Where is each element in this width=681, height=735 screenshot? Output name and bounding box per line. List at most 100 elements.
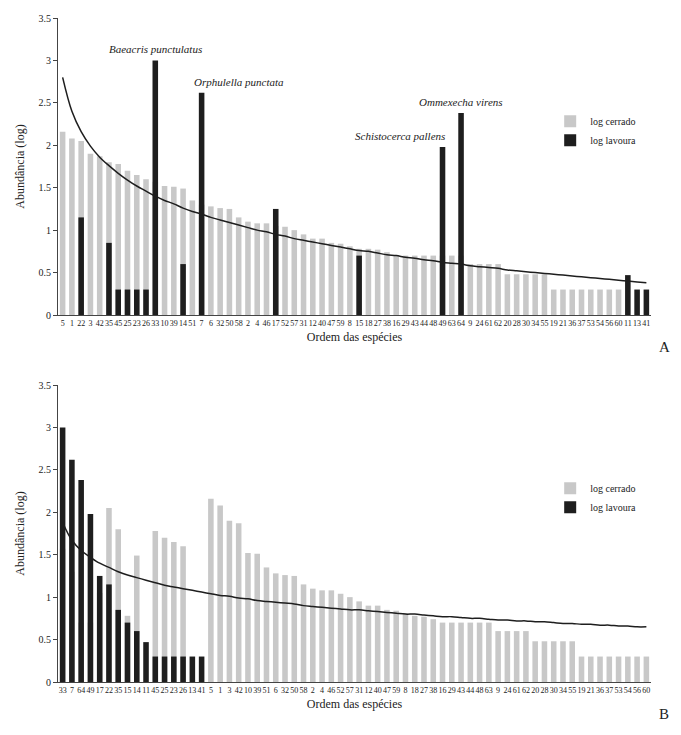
svg-text:Orphulella punctata: Orphulella punctata xyxy=(194,76,284,88)
svg-text:17: 17 xyxy=(272,319,280,328)
svg-text:9: 9 xyxy=(468,319,472,328)
svg-text:8: 8 xyxy=(348,319,352,328)
svg-text:35: 35 xyxy=(114,686,122,695)
svg-text:29: 29 xyxy=(448,686,456,695)
svg-text:52: 52 xyxy=(337,686,345,695)
svg-text:10: 10 xyxy=(161,319,169,328)
svg-text:0.5: 0.5 xyxy=(39,267,52,278)
svg-text:6: 6 xyxy=(209,319,213,328)
svg-text:A: A xyxy=(659,339,670,355)
svg-text:1: 1 xyxy=(46,225,51,236)
svg-text:12: 12 xyxy=(364,686,372,695)
svg-text:11: 11 xyxy=(142,686,150,695)
svg-text:log cerrado: log cerrado xyxy=(590,483,635,494)
svg-text:B: B xyxy=(659,706,669,722)
svg-text:1.5: 1.5 xyxy=(39,182,52,193)
svg-text:Ordem das espécies: Ordem das espécies xyxy=(307,697,403,711)
svg-text:1: 1 xyxy=(46,592,51,603)
svg-text:50: 50 xyxy=(290,686,298,695)
svg-text:15: 15 xyxy=(355,319,363,328)
svg-text:13: 13 xyxy=(188,686,196,695)
svg-text:32: 32 xyxy=(281,686,289,695)
svg-text:15: 15 xyxy=(123,686,131,695)
svg-text:59: 59 xyxy=(337,319,345,328)
svg-text:28: 28 xyxy=(540,686,548,695)
svg-text:46: 46 xyxy=(327,686,335,695)
svg-text:21: 21 xyxy=(559,319,567,328)
svg-text:3: 3 xyxy=(46,55,51,66)
svg-text:30: 30 xyxy=(522,319,530,328)
svg-text:16: 16 xyxy=(439,686,447,695)
svg-text:4: 4 xyxy=(255,319,259,328)
svg-text:61: 61 xyxy=(485,319,493,328)
svg-text:19: 19 xyxy=(550,319,558,328)
svg-text:54: 54 xyxy=(624,686,632,695)
svg-text:58: 58 xyxy=(235,319,243,328)
svg-text:17: 17 xyxy=(96,686,104,695)
svg-text:40: 40 xyxy=(374,686,382,695)
svg-text:Baeacris punctulatus: Baeacris punctulatus xyxy=(109,43,202,55)
svg-text:5: 5 xyxy=(61,319,65,328)
svg-text:18: 18 xyxy=(364,319,372,328)
svg-text:33: 33 xyxy=(59,686,67,695)
svg-text:31: 31 xyxy=(355,686,363,695)
svg-text:Ommexecha virens: Ommexecha virens xyxy=(419,96,503,108)
svg-text:54: 54 xyxy=(596,319,604,328)
svg-text:62: 62 xyxy=(522,686,530,695)
svg-text:47: 47 xyxy=(327,319,335,328)
svg-text:0.5: 0.5 xyxy=(39,634,52,645)
svg-text:5: 5 xyxy=(209,686,213,695)
svg-text:33: 33 xyxy=(151,319,159,328)
svg-text:34: 34 xyxy=(559,686,567,695)
svg-text:34: 34 xyxy=(531,319,539,328)
svg-text:2: 2 xyxy=(311,686,315,695)
svg-text:21: 21 xyxy=(587,686,595,695)
svg-text:23: 23 xyxy=(170,686,178,695)
svg-text:30: 30 xyxy=(550,686,558,695)
svg-text:Ordem das espécies: Ordem das espécies xyxy=(307,330,403,344)
svg-text:52: 52 xyxy=(281,319,289,328)
svg-text:3.5: 3.5 xyxy=(39,380,52,391)
svg-text:38: 38 xyxy=(429,686,437,695)
svg-text:60: 60 xyxy=(642,686,650,695)
svg-text:60: 60 xyxy=(615,319,623,328)
svg-text:4: 4 xyxy=(320,686,324,695)
svg-text:1: 1 xyxy=(218,686,222,695)
svg-text:8: 8 xyxy=(403,686,407,695)
svg-text:16: 16 xyxy=(392,319,400,328)
svg-text:47: 47 xyxy=(383,686,391,695)
svg-text:2: 2 xyxy=(46,140,51,151)
svg-text:63: 63 xyxy=(448,319,456,328)
svg-text:41: 41 xyxy=(198,686,206,695)
svg-text:61: 61 xyxy=(513,686,521,695)
svg-text:63: 63 xyxy=(485,686,493,695)
svg-text:27: 27 xyxy=(374,319,382,328)
svg-text:20: 20 xyxy=(531,686,539,695)
svg-text:57: 57 xyxy=(346,686,354,695)
svg-text:51: 51 xyxy=(188,319,196,328)
svg-text:56: 56 xyxy=(633,686,641,695)
svg-text:Abundância (log): Abundância (log) xyxy=(13,491,27,575)
svg-text:14: 14 xyxy=(133,686,141,695)
svg-text:38: 38 xyxy=(383,319,391,328)
svg-text:42: 42 xyxy=(96,319,104,328)
svg-text:19: 19 xyxy=(578,686,586,695)
svg-text:62: 62 xyxy=(494,319,502,328)
svg-text:27: 27 xyxy=(420,686,428,695)
svg-text:26: 26 xyxy=(179,686,187,695)
svg-text:1.5: 1.5 xyxy=(39,549,52,560)
svg-text:12: 12 xyxy=(309,319,317,328)
svg-text:22: 22 xyxy=(105,686,113,695)
svg-text:45: 45 xyxy=(114,319,122,328)
svg-text:49: 49 xyxy=(86,686,94,695)
svg-text:43: 43 xyxy=(411,319,419,328)
svg-text:Schistocerca pallens: Schistocerca pallens xyxy=(355,130,445,142)
svg-text:2.5: 2.5 xyxy=(39,97,52,108)
svg-text:0: 0 xyxy=(46,310,51,321)
svg-text:25: 25 xyxy=(161,686,169,695)
svg-text:64: 64 xyxy=(77,686,85,695)
svg-text:56: 56 xyxy=(605,319,613,328)
svg-text:55: 55 xyxy=(568,686,576,695)
svg-text:3.5: 3.5 xyxy=(39,13,52,24)
svg-text:37: 37 xyxy=(578,319,586,328)
